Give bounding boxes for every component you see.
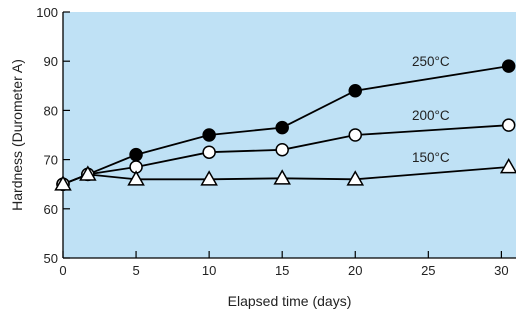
plot-area — [63, 12, 516, 258]
series-label: 200°C — [412, 108, 450, 123]
data-point — [501, 59, 516, 73]
x-tick-label: 5 — [132, 263, 139, 278]
data-point — [348, 83, 363, 98]
data-point — [200, 170, 218, 186]
y-tick-label: 50 — [44, 251, 58, 266]
x-tick-label: 25 — [421, 263, 435, 278]
series-labels: 250°C 200°C 150°C — [412, 54, 450, 165]
y-axis-title: Hardness (Durometer A) — [9, 59, 25, 211]
data-point — [202, 128, 216, 142]
data-point — [79, 165, 97, 181]
y-tick-label: 60 — [44, 202, 58, 217]
x-tick-label: 10 — [202, 263, 216, 278]
y-tick-label: 70 — [44, 153, 58, 168]
y-tick-label: 100 — [36, 5, 58, 20]
data-point — [273, 169, 291, 185]
series-label: 250°C — [412, 54, 450, 69]
x-axis-title: Elapsed time (days) — [228, 293, 352, 309]
x-tick-label: 30 — [494, 263, 508, 278]
data-point — [275, 120, 289, 135]
x-tick-label: 0 — [59, 263, 66, 278]
data-point — [54, 175, 72, 191]
data-point — [202, 145, 216, 159]
y-tick-label: 80 — [44, 103, 58, 118]
axes: 0 5 10 15 20 25 30 50 60 70 80 90 100 — [36, 5, 516, 278]
data-point — [499, 157, 516, 174]
x-tick-label: 20 — [348, 263, 362, 278]
series-markers — [54, 59, 516, 191]
y-tick-label: 90 — [44, 54, 58, 69]
series-label: 150°C — [412, 150, 450, 165]
data-point — [348, 128, 363, 142]
data-point — [346, 170, 365, 186]
data-point — [127, 170, 145, 186]
x-tick-label: 15 — [275, 263, 289, 278]
data-point — [275, 143, 289, 157]
data-point — [129, 147, 143, 162]
data-point — [501, 118, 516, 132]
